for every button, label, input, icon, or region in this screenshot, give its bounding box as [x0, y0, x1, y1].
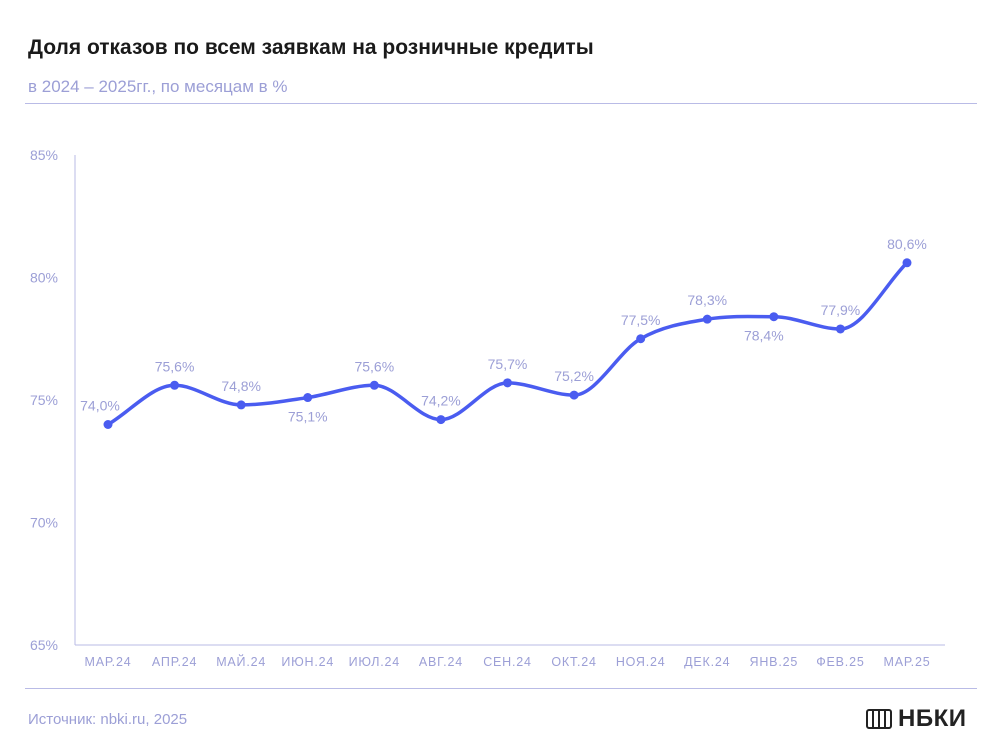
data-label: 74,8%: [221, 378, 261, 394]
y-tick-label: 65%: [30, 637, 58, 653]
logo-text: НБКИ: [898, 705, 967, 732]
data-labels: 74,0% 75,6% 74,8% 75,1% 75,6% 74,2% 75,7% 75,2%…: [80, 236, 927, 425]
data-point: [503, 378, 512, 388]
logo-icon: [866, 709, 892, 729]
x-tick-label: ЯНВ.25: [750, 655, 799, 669]
y-tick-label: 85%: [30, 147, 58, 163]
data-label: 75,7%: [488, 356, 528, 372]
chart-subtitle: в 2024 – 2025гг., по месяцам в %: [28, 77, 288, 96]
data-label: 74,0%: [80, 398, 120, 414]
y-tick-label: 80%: [30, 270, 58, 286]
line-chart: 65% 70% 75% 80% 85% МАР.24 АПР.24 МАЙ.24 ИЮН.24…: [30, 147, 945, 669]
data-label: 74,2%: [421, 393, 461, 409]
x-tick-label: МАР.24: [85, 655, 132, 669]
data-label: 77,9%: [821, 302, 861, 318]
chart-title: Доля отказов по всем заявкам на розничны…: [28, 36, 594, 59]
data-point: [569, 390, 579, 400]
data-label: 75,6%: [354, 358, 394, 374]
series-line: [106, 261, 909, 427]
data-point: [902, 258, 912, 268]
series-path: [106, 261, 909, 427]
data-point: [236, 400, 246, 410]
x-tick-label: МАР.25: [884, 655, 931, 669]
source-note: Источник: nbki.ru, 2025: [28, 711, 188, 728]
data-point: [769, 312, 779, 322]
x-tick-label: ДЕК.24: [684, 655, 730, 669]
x-tick-label: МАЙ.24: [216, 654, 266, 669]
data-point: [369, 380, 379, 390]
x-tick-label: ФЕВ.25: [816, 655, 864, 669]
data-label: 75,2%: [554, 368, 594, 384]
data-label: 75,1%: [288, 409, 328, 425]
nbki-logo: НБКИ: [866, 704, 966, 734]
data-point: [636, 334, 646, 344]
x-axis-ticks: МАР.24 АПР.24 МАЙ.24 ИЮН.24 ИЮЛ.24 АВГ.24 СЕН.…: [85, 654, 931, 669]
data-point: [835, 324, 845, 334]
x-tick-label: НОЯ.24: [616, 655, 666, 669]
data-point: [303, 393, 313, 403]
x-tick-label: АВГ.24: [419, 655, 463, 669]
x-tick-label: ИЮН.24: [281, 655, 334, 669]
y-tick-label: 70%: [30, 515, 58, 531]
data-label: 75,6%: [155, 358, 195, 374]
y-tick-label: 75%: [30, 392, 58, 408]
chart-axes: [74, 155, 945, 646]
top-divider: [25, 103, 977, 104]
data-point: [170, 380, 180, 390]
data-label: 78,4%: [744, 328, 784, 344]
x-tick-label: АПР.24: [152, 655, 197, 669]
data-point: [702, 314, 712, 324]
x-tick-label: СЕН.24: [483, 655, 532, 669]
data-point: [436, 415, 446, 425]
y-axis-ticks: 65% 70% 75% 80% 85%: [30, 147, 58, 653]
data-label: 78,3%: [687, 292, 727, 308]
data-label: 80,6%: [887, 236, 927, 252]
bottom-divider: [25, 688, 977, 689]
data-label: 77,5%: [621, 312, 661, 328]
x-tick-label: ОКТ.24: [551, 655, 596, 669]
x-tick-label: ИЮЛ.24: [349, 655, 400, 669]
data-point: [103, 420, 113, 429]
data-points: [103, 258, 912, 429]
